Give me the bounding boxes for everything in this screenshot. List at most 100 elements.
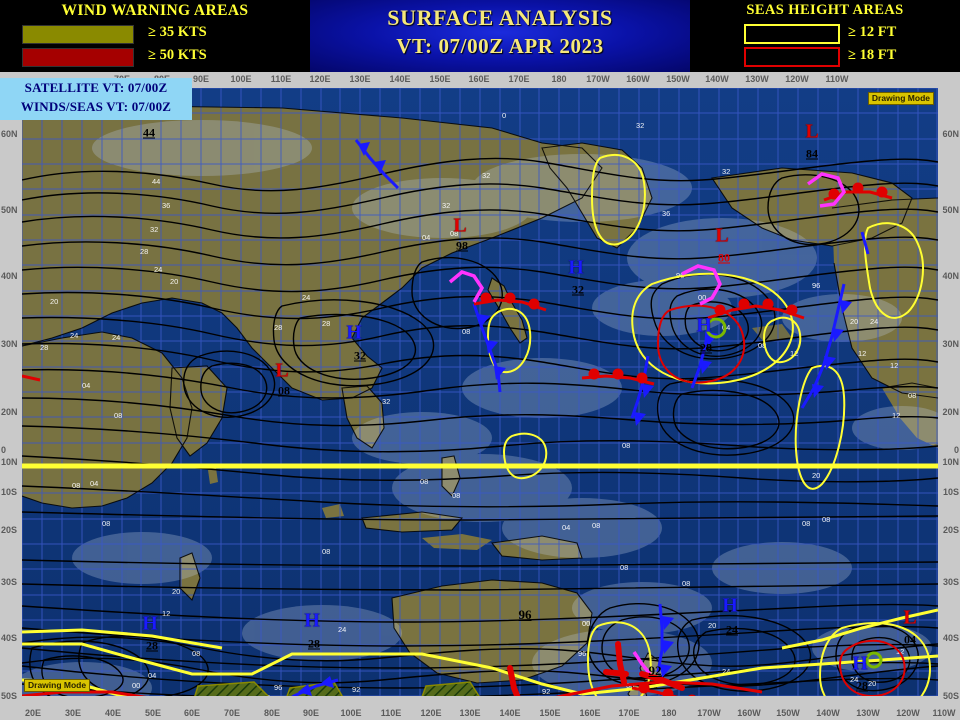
wind-label-35kt: ≥ 35 KTS (148, 24, 207, 40)
svg-text:08: 08 (462, 327, 470, 336)
surface-analysis-map[interactable]: 44 36 32 28 24 20 20 24 24 28 04 08 24 2… (22, 88, 938, 696)
lat-tick: 40S (942, 633, 959, 643)
lat-tick: 0 (953, 445, 959, 455)
svg-text:08: 08 (452, 491, 460, 500)
svg-text:24: 24 (112, 333, 120, 342)
drawing-mode-badge-top[interactable]: Drawing Mode (867, 92, 934, 105)
satellite-cloud-layer (22, 120, 938, 696)
drawing-mode-badge-bottom[interactable]: Drawing Mode (24, 679, 91, 692)
svg-text:04: 04 (90, 479, 98, 488)
svg-text:08: 08 (908, 391, 916, 400)
svg-text:12: 12 (162, 609, 170, 618)
svg-text:20: 20 (812, 471, 820, 480)
svg-text:96: 96 (578, 649, 586, 658)
svg-text:00: 00 (698, 293, 706, 302)
lat-tick: 20S (942, 525, 959, 535)
pressure-value: 24 (726, 622, 738, 637)
lon-tick: 20E (24, 708, 42, 718)
lon-tick: 130W (856, 708, 880, 718)
lat-tick: 50N (1, 205, 18, 215)
svg-text:24: 24 (850, 675, 858, 684)
svg-text:08: 08 (450, 229, 458, 238)
pressure-center-L: L (275, 359, 289, 382)
svg-text:08: 08 (102, 519, 110, 528)
svg-text:00: 00 (132, 681, 140, 690)
seas-legend-title: SEAS HEIGHT AREAS (746, 2, 904, 18)
svg-text:24: 24 (154, 265, 162, 274)
svg-text:28: 28 (140, 247, 148, 256)
svg-text:08: 08 (682, 579, 690, 588)
lon-tick: 160E (468, 74, 490, 84)
lon-tick: 170W (697, 708, 721, 718)
wind-area-35kt (194, 681, 270, 696)
lat-tick: 10S (1, 487, 18, 497)
lon-tick: 150E (539, 708, 561, 718)
svg-text:32: 32 (382, 397, 390, 406)
lon-tick: 140E (389, 74, 411, 84)
lon-tick: 180 (661, 708, 677, 718)
pressure-center-H: H (304, 609, 320, 632)
svg-text:28: 28 (274, 323, 282, 332)
svg-text:08: 08 (802, 519, 810, 528)
lon-tick: 140W (816, 708, 840, 718)
lon-tick: 150E (429, 74, 451, 84)
svg-text:28: 28 (322, 319, 330, 328)
pressure-value: 98 (456, 238, 468, 253)
lat-tick: 60N (942, 129, 959, 139)
lat-tick: 30S (1, 577, 18, 587)
svg-text:04: 04 (148, 671, 156, 680)
svg-text:36: 36 (162, 201, 170, 210)
svg-text:08: 08 (758, 341, 766, 350)
lon-tick: 90E (192, 74, 210, 84)
lon-tick: 30E (64, 708, 82, 718)
svg-text:32: 32 (150, 225, 158, 234)
svg-text:04: 04 (562, 523, 570, 532)
svg-text:08: 08 (822, 515, 830, 524)
lat-tick: 20N (942, 407, 959, 417)
wind-label-50kt: ≥ 50 KTS (148, 47, 207, 63)
lon-tick: 60E (183, 708, 201, 718)
svg-text:04: 04 (422, 233, 430, 242)
svg-text:20: 20 (170, 277, 178, 286)
svg-text:08: 08 (72, 481, 80, 490)
svg-text:24: 24 (338, 625, 346, 634)
svg-text:12: 12 (790, 349, 798, 358)
header-bar: WIND WARNING AREAS ≥ 35 KTS ≥ 50 KTS SUR… (0, 0, 960, 72)
pressure-value: 44 (143, 125, 155, 140)
lon-tick: 160E (579, 708, 601, 718)
wind-area-35kt (421, 681, 480, 696)
lon-tick: 130E (459, 708, 481, 718)
wind-swatch-50kt (22, 48, 134, 67)
lon-tick: 110E (380, 708, 402, 718)
svg-text:20: 20 (868, 679, 876, 688)
seas-swatch-12ft (744, 24, 840, 44)
lat-tick: 50N (942, 205, 959, 215)
map-graphics: 44 36 32 28 24 20 20 24 24 28 04 08 24 2… (22, 88, 938, 696)
pressure-value: 80 (718, 250, 730, 265)
pressure-value: 96 (518, 607, 532, 622)
winds-seas-vt-line2: WINDS/SEAS VT: 07/00Z (20, 99, 172, 114)
pressure-center-L: L (453, 214, 467, 237)
satellite-vt-line1: SATELLITE VT: 07/00Z (24, 80, 168, 95)
lon-tick: 120E (309, 74, 331, 84)
warm-front-bumps (480, 182, 888, 696)
pressure-value: 04 (904, 632, 916, 647)
svg-text:12: 12 (892, 411, 900, 420)
lon-tick: 130W (745, 74, 769, 84)
lon-tick: 140W (705, 74, 729, 84)
lon-tick: 120W (896, 708, 920, 718)
seas-label-18ft: ≥ 18 FT (848, 47, 897, 63)
lat-tick: 10N (942, 457, 959, 467)
seas-swatch-18ft (744, 47, 840, 67)
lon-tick: 50E (144, 708, 162, 718)
pressure-value: 32 (354, 348, 366, 363)
pressure-center-L: L (903, 606, 917, 629)
lat-tick: 60N (1, 129, 18, 139)
svg-text:12: 12 (890, 361, 898, 370)
lon-tick: 100E (340, 708, 362, 718)
pressure-center-H: H (346, 321, 362, 344)
svg-text:20: 20 (850, 317, 858, 326)
pressure-value: 28 (700, 340, 712, 355)
lat-tick: 30N (942, 339, 959, 349)
svg-text:36: 36 (662, 209, 670, 218)
